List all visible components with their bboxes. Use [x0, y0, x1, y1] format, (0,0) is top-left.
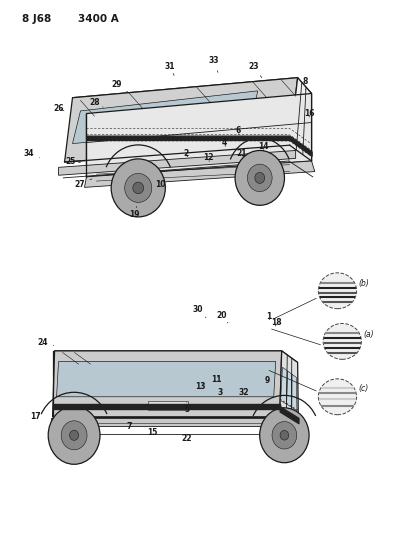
Text: 11: 11	[211, 375, 221, 384]
Text: 5: 5	[184, 402, 189, 415]
Text: 12: 12	[203, 154, 214, 163]
Text: (c): (c)	[359, 384, 369, 393]
Text: 8: 8	[303, 77, 308, 90]
Ellipse shape	[272, 422, 297, 449]
Polygon shape	[57, 361, 276, 397]
Text: 19: 19	[129, 206, 139, 219]
Ellipse shape	[323, 324, 361, 359]
Text: 2: 2	[183, 149, 189, 158]
Ellipse shape	[235, 150, 284, 205]
Ellipse shape	[280, 431, 289, 440]
Text: 7: 7	[127, 422, 132, 431]
Text: 34: 34	[23, 149, 40, 158]
Ellipse shape	[69, 430, 79, 440]
Text: 23: 23	[248, 62, 262, 78]
Ellipse shape	[318, 379, 357, 415]
Text: 18: 18	[271, 318, 282, 327]
Polygon shape	[290, 98, 302, 130]
Text: 16: 16	[304, 109, 315, 118]
Text: 3: 3	[218, 387, 223, 397]
Polygon shape	[280, 351, 299, 429]
Polygon shape	[282, 418, 301, 438]
Polygon shape	[286, 371, 292, 407]
Polygon shape	[148, 401, 188, 410]
Text: 26: 26	[53, 104, 64, 113]
Polygon shape	[65, 78, 298, 162]
Text: 14: 14	[259, 142, 269, 151]
Polygon shape	[281, 367, 287, 404]
Ellipse shape	[48, 406, 100, 464]
Text: 31: 31	[165, 62, 175, 76]
Text: 3400 A: 3400 A	[78, 14, 119, 25]
Text: 27: 27	[74, 179, 92, 189]
Polygon shape	[50, 418, 283, 426]
Text: 25: 25	[65, 157, 80, 166]
Text: 21: 21	[237, 149, 247, 158]
Text: 28: 28	[89, 99, 103, 108]
Ellipse shape	[111, 159, 165, 217]
Polygon shape	[59, 150, 296, 175]
Ellipse shape	[125, 173, 152, 203]
Text: 17: 17	[31, 413, 41, 421]
Polygon shape	[86, 93, 311, 177]
Text: 6: 6	[235, 126, 240, 135]
Ellipse shape	[255, 172, 265, 183]
Text: 10: 10	[155, 180, 165, 189]
Text: 8 J68: 8 J68	[22, 14, 51, 25]
Ellipse shape	[247, 164, 272, 191]
Text: (a): (a)	[363, 329, 374, 338]
Text: 33: 33	[209, 56, 219, 72]
Polygon shape	[303, 107, 309, 139]
Polygon shape	[55, 351, 298, 362]
Ellipse shape	[133, 182, 144, 193]
Text: 13: 13	[196, 382, 206, 391]
Ellipse shape	[260, 408, 309, 463]
Text: 4: 4	[221, 138, 227, 147]
Polygon shape	[290, 78, 311, 161]
Ellipse shape	[61, 421, 87, 450]
Polygon shape	[292, 374, 297, 410]
Text: 29: 29	[111, 80, 128, 92]
Text: 22: 22	[182, 434, 192, 443]
Ellipse shape	[318, 273, 357, 309]
Text: 1: 1	[266, 312, 271, 320]
Polygon shape	[84, 161, 315, 188]
Text: 15: 15	[147, 428, 158, 437]
Polygon shape	[53, 351, 282, 417]
Text: 9: 9	[265, 376, 270, 385]
Text: 24: 24	[38, 338, 54, 348]
Polygon shape	[72, 91, 258, 143]
Text: 20: 20	[216, 311, 228, 323]
Polygon shape	[297, 103, 306, 134]
Text: 32: 32	[239, 388, 249, 397]
Polygon shape	[72, 78, 311, 114]
Text: 30: 30	[193, 305, 206, 318]
Text: (b): (b)	[359, 279, 370, 288]
